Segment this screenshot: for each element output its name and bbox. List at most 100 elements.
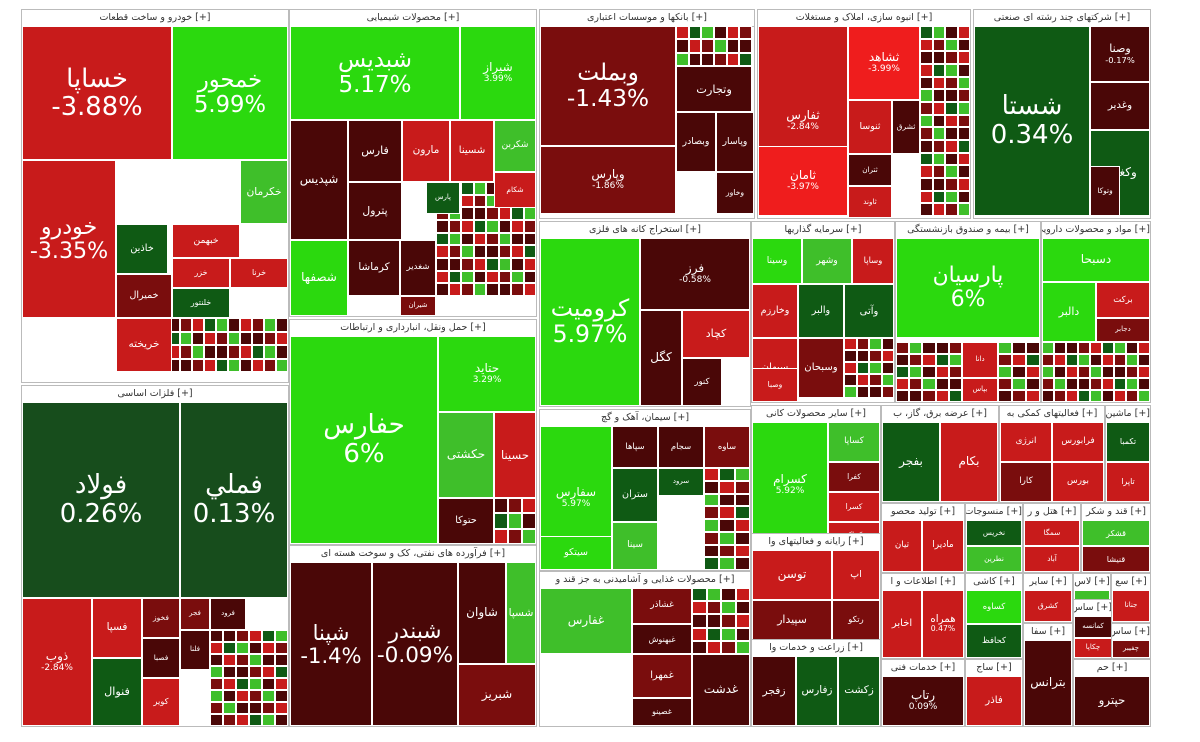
stock-tile[interactable]: خودرو -3.35% — [22, 160, 116, 318]
small-stock-tile[interactable] — [180, 331, 192, 345]
small-stock-tile[interactable] — [920, 26, 933, 39]
small-stock-tile[interactable] — [236, 702, 249, 714]
small-stock-tile[interactable] — [1090, 342, 1102, 354]
small-stock-tile[interactable] — [735, 627, 750, 641]
small-stock-tile[interactable] — [523, 245, 536, 258]
small-stock-tile[interactable] — [957, 38, 970, 52]
small-stock-tile[interactable] — [869, 386, 882, 398]
small-stock-tile[interactable] — [869, 362, 882, 374]
stock-tile[interactable]: شغدیر — [400, 240, 436, 296]
small-stock-tile[interactable] — [1138, 390, 1150, 402]
small-stock-tile[interactable] — [734, 493, 750, 507]
small-stock-tile[interactable] — [223, 642, 236, 654]
sector-header[interactable]: [+] لاس — [1074, 574, 1110, 591]
small-stock-tile[interactable] — [523, 283, 536, 296]
small-stock-tile[interactable] — [734, 557, 750, 570]
small-stock-tile[interactable] — [957, 102, 970, 115]
small-stock-tile[interactable] — [1054, 342, 1066, 354]
stock-tile[interactable]: کسرا — [828, 492, 880, 522]
small-stock-tile[interactable] — [1042, 390, 1054, 402]
small-stock-tile[interactable] — [856, 350, 869, 362]
stock-tile[interactable]: حتاید 3.29% — [438, 336, 536, 412]
stock-tile[interactable]: خمحور 5.99% — [172, 26, 288, 160]
small-stock-tile[interactable] — [264, 318, 276, 332]
stock-tile[interactable]: بکام — [940, 422, 998, 502]
small-stock-tile[interactable] — [522, 528, 536, 544]
small-stock-tile[interactable] — [948, 378, 962, 390]
stock-tile[interactable]: شاوان — [458, 562, 506, 664]
stock-tile[interactable]: حتوکا — [438, 498, 494, 544]
small-stock-tile[interactable] — [523, 207, 536, 220]
stock-tile[interactable]: پترول — [348, 182, 402, 240]
small-stock-tile[interactable] — [920, 38, 933, 52]
stock-tile[interactable]: پارسیان 6% — [896, 238, 1040, 338]
small-stock-tile[interactable] — [881, 386, 894, 398]
stock-tile[interactable]: شپدیس — [290, 120, 348, 240]
small-stock-tile[interactable] — [692, 601, 707, 615]
stock-tile[interactable]: حفارس 6% — [290, 336, 438, 544]
stock-tile[interactable]: شیراز 3.99% — [460, 26, 536, 120]
small-stock-tile[interactable] — [856, 338, 869, 350]
small-stock-tile[interactable] — [945, 165, 958, 178]
small-stock-tile[interactable] — [223, 702, 236, 714]
small-stock-tile[interactable] — [236, 678, 249, 690]
small-stock-tile[interactable] — [935, 354, 949, 366]
small-stock-tile[interactable] — [486, 258, 499, 271]
small-stock-tile[interactable] — [676, 39, 689, 53]
small-stock-tile[interactable] — [932, 89, 945, 102]
sector-header[interactable]: [+] منسوجات — [966, 504, 1022, 521]
small-stock-tile[interactable] — [957, 89, 970, 102]
small-stock-tile[interactable] — [1126, 378, 1138, 390]
small-stock-tile[interactable] — [1026, 342, 1040, 354]
small-stock-tile[interactable] — [706, 627, 721, 641]
stock-tile[interactable]: شکام — [494, 172, 536, 208]
stock-tile[interactable]: توسن — [752, 550, 832, 600]
small-stock-tile[interactable] — [920, 89, 933, 102]
stock-tile[interactable]: شبدیس 5.17% — [290, 26, 460, 120]
stock-tile[interactable]: فولاد 0.26% — [22, 402, 180, 598]
stock-tile[interactable]: وساپا — [852, 238, 894, 284]
small-stock-tile[interactable] — [216, 345, 228, 359]
small-stock-tile[interactable] — [1054, 378, 1066, 390]
small-stock-tile[interactable] — [920, 165, 933, 178]
small-stock-tile[interactable] — [945, 152, 958, 166]
small-stock-tile[interactable] — [998, 354, 1012, 366]
small-stock-tile[interactable] — [511, 258, 524, 271]
small-stock-tile[interactable] — [896, 390, 910, 402]
small-stock-tile[interactable] — [210, 678, 223, 690]
stock-tile[interactable]: نخریس — [966, 520, 1022, 546]
stock-tile[interactable]: اخابر — [882, 590, 922, 658]
small-stock-tile[interactable] — [922, 342, 936, 354]
small-stock-tile[interactable] — [1114, 354, 1126, 366]
sector-header[interactable]: [+] ساس — [1074, 600, 1112, 617]
stock-tile[interactable]: غشاذر — [632, 588, 692, 624]
small-stock-tile[interactable] — [957, 26, 970, 39]
stock-tile[interactable]: غصینو — [632, 698, 692, 726]
small-stock-tile[interactable] — [719, 544, 735, 558]
stock-tile[interactable]: ثامان -3.97% — [758, 146, 848, 216]
small-stock-tile[interactable] — [249, 630, 262, 642]
small-stock-tile[interactable] — [461, 194, 474, 208]
small-stock-tile[interactable] — [1066, 390, 1078, 402]
sector-header[interactable]: [+] رایانه و فعالیتهای وا — [752, 534, 880, 551]
small-stock-tile[interactable] — [957, 64, 970, 77]
small-stock-tile[interactable] — [945, 114, 958, 128]
small-stock-tile[interactable] — [869, 350, 882, 362]
small-stock-tile[interactable] — [957, 114, 970, 128]
small-stock-tile[interactable] — [276, 318, 288, 332]
small-stock-tile[interactable] — [486, 270, 499, 284]
small-stock-tile[interactable] — [948, 354, 962, 366]
small-stock-tile[interactable] — [223, 690, 236, 702]
stock-tile[interactable]: انرژی — [1000, 422, 1052, 462]
small-stock-tile[interactable] — [920, 64, 933, 77]
small-stock-tile[interactable] — [932, 127, 945, 140]
small-stock-tile[interactable] — [896, 378, 910, 390]
small-stock-tile[interactable] — [721, 614, 736, 628]
small-stock-tile[interactable] — [945, 64, 958, 77]
small-stock-tile[interactable] — [461, 270, 474, 284]
stock-tile[interactable]: کرومیت 5.97% — [540, 238, 640, 406]
small-stock-tile[interactable] — [508, 528, 522, 544]
small-stock-tile[interactable] — [192, 345, 204, 359]
small-stock-tile[interactable] — [998, 342, 1012, 354]
small-stock-tile[interactable] — [945, 26, 958, 39]
